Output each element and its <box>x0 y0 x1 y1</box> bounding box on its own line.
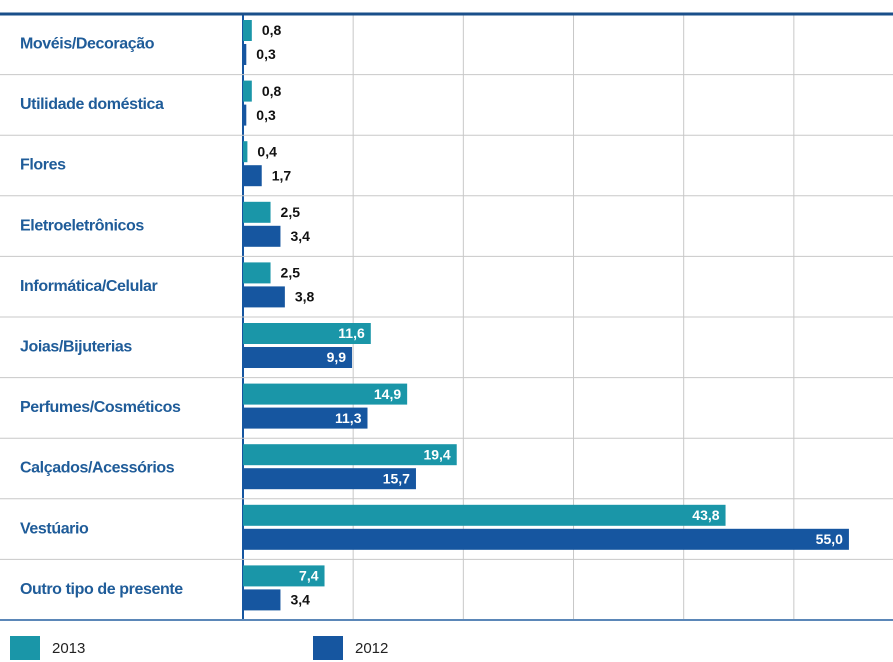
value-label: 3,4 <box>290 592 310 608</box>
bar <box>243 225 281 247</box>
value-label: 9,9 <box>327 349 347 365</box>
bar <box>243 528 849 550</box>
value-label: 0,3 <box>256 46 276 62</box>
bar <box>243 347 353 368</box>
legend-swatch <box>10 636 40 660</box>
value-label: 7,4 <box>299 568 319 584</box>
bar <box>243 407 368 429</box>
bar <box>243 201 271 223</box>
value-label: 0,3 <box>256 107 276 123</box>
bar <box>243 286 285 308</box>
bar <box>243 165 262 187</box>
category-label: Outro tipo de presente <box>20 581 183 598</box>
category-label: Eletroeletrônicos <box>20 217 144 234</box>
value-label: 0,8 <box>262 83 282 99</box>
bar <box>243 504 726 526</box>
value-label: 43,8 <box>692 507 719 523</box>
category-label: Joias/Bijuterias <box>20 339 132 356</box>
value-label: 0,8 <box>262 22 282 38</box>
category-label: Utilidade doméstica <box>20 96 164 113</box>
bar <box>243 565 325 587</box>
bar <box>243 323 371 344</box>
category-label: Movéis/Decoração <box>20 36 155 53</box>
legend-label: 2012 <box>355 640 388 657</box>
value-label: 55,0 <box>816 531 843 547</box>
bar <box>243 468 416 490</box>
bar <box>243 444 457 466</box>
bar <box>243 383 408 405</box>
value-label: 14,9 <box>374 386 401 402</box>
value-label: 0,4 <box>257 143 277 159</box>
legend-swatch <box>313 636 343 660</box>
value-label: 19,4 <box>423 446 450 462</box>
category-label: Flores <box>20 157 66 174</box>
category-label: Calçados/Acessórios <box>20 460 175 477</box>
value-label: 2,5 <box>281 204 301 220</box>
value-label: 1,7 <box>272 167 292 183</box>
value-label: 3,8 <box>295 289 315 305</box>
category-label: Vestúario <box>20 520 89 537</box>
value-label: 2,5 <box>281 265 301 281</box>
legend-label: 2013 <box>52 640 85 657</box>
category-label: Perfumes/Cosméticos <box>20 399 181 416</box>
bar <box>243 20 252 41</box>
category-label: Informática/Celular <box>20 278 158 295</box>
bar <box>243 80 252 102</box>
value-label: 11,6 <box>338 325 365 341</box>
bar <box>243 44 247 65</box>
value-label: 3,4 <box>290 228 310 244</box>
bar <box>243 262 271 284</box>
bar <box>243 141 248 163</box>
bar <box>243 104 247 126</box>
value-label: 11,3 <box>335 410 362 426</box>
bar <box>243 589 281 611</box>
value-label: 15,7 <box>383 470 410 486</box>
